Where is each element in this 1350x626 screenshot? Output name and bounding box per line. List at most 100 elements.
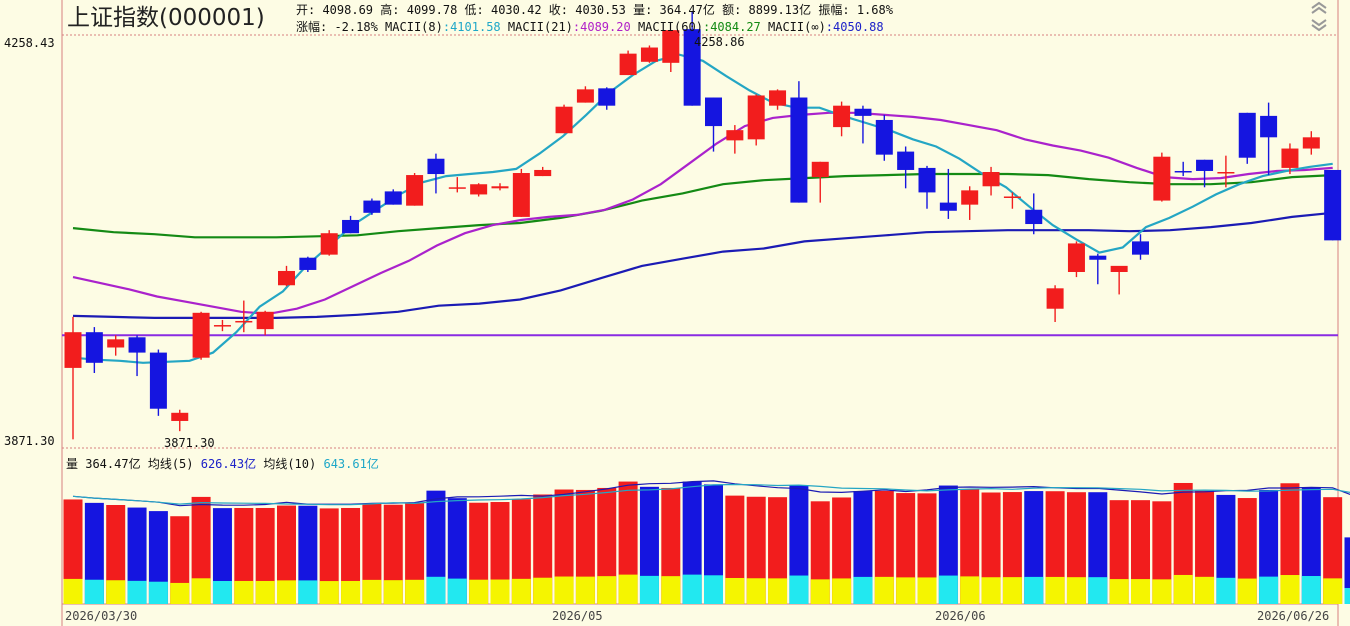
volume-bar-lower [191,578,211,604]
volume-bar-lower [1002,577,1022,604]
volume-bar [597,487,617,604]
volume-bar-lower [1152,579,1172,604]
volume-bar-lower [704,575,723,604]
volume-bar-lower [447,578,467,604]
candle-body [705,97,722,127]
volume-bar-lower [1088,577,1108,604]
candle-body [662,30,680,63]
volume-bar-lower [106,580,126,604]
candle-body [811,161,829,178]
volume-bar-lower [554,576,574,604]
volume-bar-lower [1301,576,1321,604]
volume-ma5-line [72,480,1350,507]
volume-bar [212,508,232,604]
volume-bar [725,495,745,604]
x-axis-label: 2026/06 [935,609,986,623]
ma60-line [72,172,1333,239]
ma60-label: MACII(60) [637,20,703,34]
volume-ma10-line [72,483,1350,506]
mainf-value: :4050.88 [825,20,884,34]
candle-body [128,337,146,353]
x-axis-label: 2026/06/26 [1257,609,1330,623]
volume-bar [533,494,553,604]
volume-bar [618,481,638,604]
volume-bar [896,493,916,604]
high-value: 高: 4099.78 [380,3,458,17]
volume-bar-lower [298,580,318,604]
y-axis-top-label: 4258.43 [4,36,55,50]
volume-bar-lower [1216,577,1236,604]
volume-bar-lower [960,576,980,604]
vol-ma5-label: 均线(5) [147,457,194,471]
scroll-down-button[interactable] [1310,17,1328,32]
volume-bar-lower [832,578,852,604]
volume-bar [405,503,425,604]
volume-panel-value: 量 364.47亿 [66,457,141,471]
volume-bar-lower [853,576,873,604]
low-annotation: 3871.30 [164,436,215,450]
ma21-line [72,111,1333,315]
ma21-value: :4089.20 [572,20,631,34]
volume-bar [810,501,830,604]
volume-bar [746,496,766,604]
scroll-up-button[interactable] [1310,0,1328,14]
candle-body [1132,241,1149,255]
candle-body [64,332,82,368]
volume-bar [277,505,296,604]
candle-body [619,53,637,76]
volume-bar [682,481,702,604]
ma8-line [72,53,1333,364]
volume-bar-lower [746,578,766,604]
volume-bar-lower [405,579,425,604]
volume-bar [960,488,980,604]
volume-bar [511,499,531,604]
ma21-label: MACII(21) [507,20,573,34]
volume-readout: 量 364.47亿 均线(5) 626.43亿 均线(10) 643.61亿 [66,455,379,472]
volume-bar [84,502,104,604]
candle-body [1153,156,1171,201]
candle-body [107,339,125,348]
ma-infinite-line [72,211,1333,319]
candle-body [1025,209,1043,225]
candle-body [833,105,851,128]
volume-bar-lower [682,574,702,604]
ma60-value: :4084.27 [702,20,761,34]
volume-bar-lower [725,577,745,604]
candle-body [1324,169,1342,241]
y-axis-bottom-label: 3871.30 [4,434,55,448]
volume-bar [1109,500,1129,604]
volume-bar-lower [1173,574,1193,604]
volume-bar [148,511,168,604]
x-axis-label: 2026/05 [552,609,603,623]
candle-body [918,167,936,193]
ohlc-readout: 开: 4098.69 高: 4099.78 低: 4030.42 收: 4030… [296,1,893,18]
volume-bar [341,507,361,604]
ma8-label: MACII(8) [385,20,443,34]
volume-bar-lower [1323,578,1343,604]
volume-bar-lower [874,576,894,604]
volume-bar [106,504,126,604]
volume-bar [362,503,382,604]
ma-readout: 涨幅: -2.18% MACII(8):4101.58 MACII(21):40… [296,18,884,35]
candle-body [769,90,787,106]
volume-bar-lower [810,579,830,604]
candle-body [1196,159,1214,171]
volume-bar-lower [490,579,510,604]
candle-body [342,219,360,234]
close-value: 收: 4030.53 [548,3,626,17]
candle-body [1067,243,1085,272]
candle-body [1110,265,1128,272]
volume-bar-lower [1131,579,1150,604]
candle-body [470,184,488,195]
volume-bar [1237,498,1257,604]
ma8-value: :4101.58 [442,20,501,34]
volume-bar [191,496,211,604]
candle-body [1174,170,1192,173]
mainf-label: MACII(∞) [768,20,826,34]
change-value: 涨幅: -2.18% [296,20,378,34]
volume-bar-lower [170,582,190,604]
volume-bar [789,485,809,604]
candle-body [320,233,338,255]
volume-bar-lower [896,577,916,604]
